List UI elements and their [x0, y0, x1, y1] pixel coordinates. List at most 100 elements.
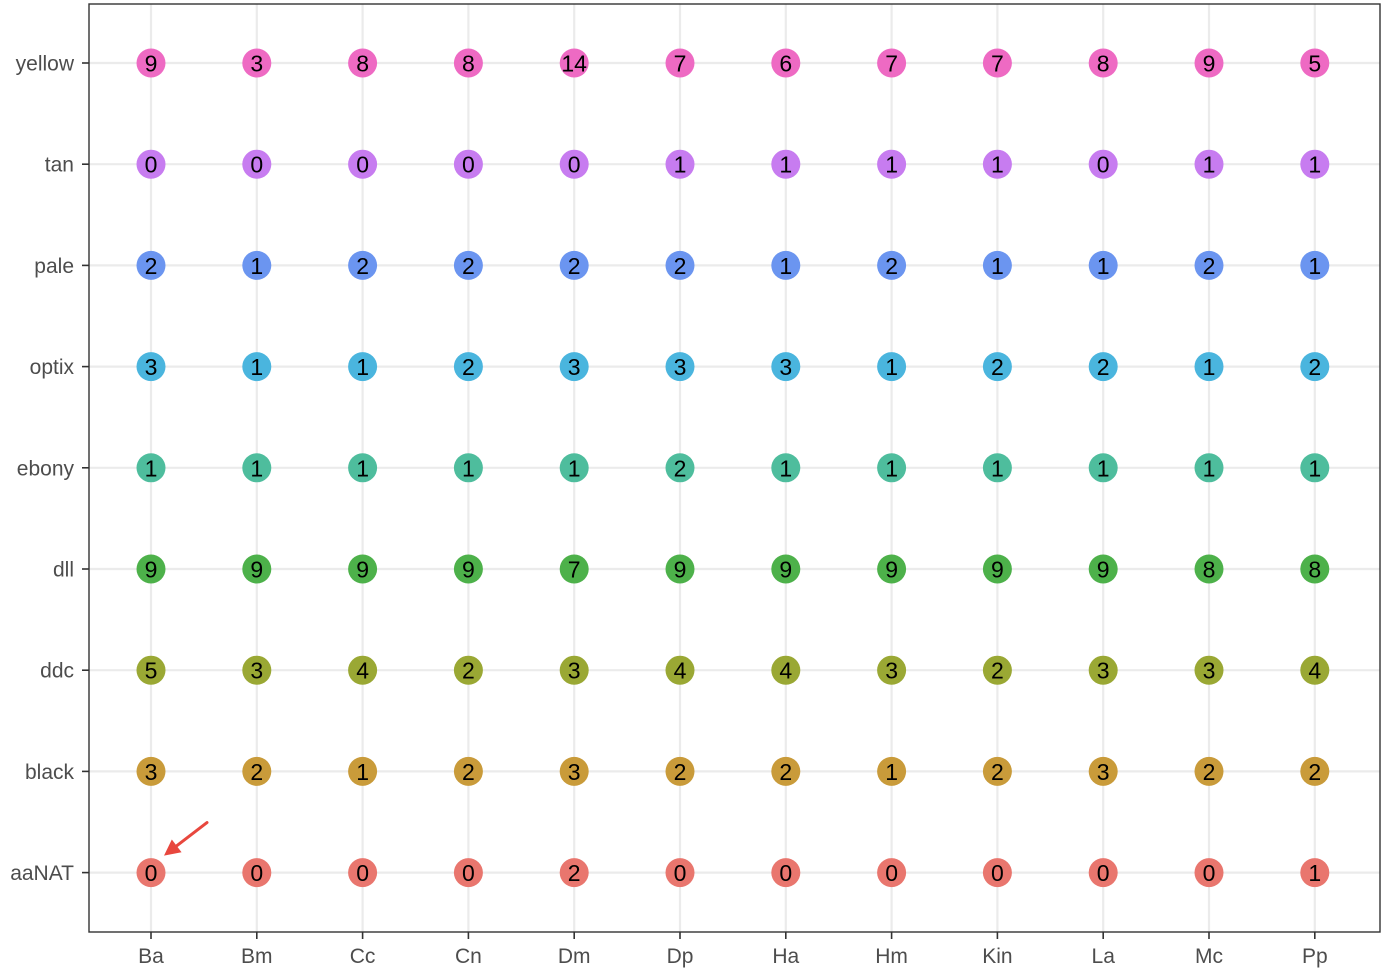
point-ddc-cn	[453, 655, 483, 685]
point-label-dll-bm: 9	[250, 557, 263, 583]
point-tan-ha	[771, 149, 801, 179]
point-black-cn	[453, 756, 483, 786]
x-tick-label-pp: Pp	[1302, 945, 1328, 968]
point-label-yellow-pp: 5	[1308, 51, 1321, 77]
point-ebony-mc	[1194, 453, 1224, 483]
point-label-pale-mc: 2	[1203, 253, 1216, 279]
point-label-ebony-dm: 1	[568, 455, 581, 481]
x-tick-label-cn: Cn	[455, 945, 482, 968]
point-ebony-hm	[877, 453, 907, 483]
point-label-yellow-bm: 3	[250, 51, 263, 77]
point-pale-bm	[242, 250, 272, 280]
point-label-ebony-kin: 1	[991, 455, 1004, 481]
point-ebony-ha	[771, 453, 801, 483]
point-label-aanat-bm: 0	[250, 860, 263, 886]
point-optix-dp	[665, 352, 695, 382]
point-optix-ba	[136, 352, 166, 382]
point-ebony-dm	[559, 453, 589, 483]
point-black-pp	[1300, 756, 1330, 786]
point-label-optix-ha: 3	[779, 354, 792, 380]
point-label-aanat-dm: 2	[568, 860, 581, 886]
point-label-optix-mc: 1	[1203, 354, 1216, 380]
point-label-aanat-ha: 0	[779, 860, 792, 886]
point-optix-hm	[877, 352, 907, 382]
point-label-ebony-la: 1	[1097, 455, 1110, 481]
point-label-pale-ha: 1	[779, 253, 792, 279]
y-tick-label-yellow: yellow	[16, 53, 75, 76]
point-tan-bm	[242, 149, 272, 179]
point-label-tan-mc: 1	[1203, 152, 1216, 178]
point-black-dm	[559, 756, 589, 786]
point-optix-mc	[1194, 352, 1224, 382]
y-tick-label-aanat: aaNAT	[10, 862, 74, 885]
point-yellow-hm	[877, 48, 907, 78]
y-tick-label-pale: pale	[34, 255, 74, 278]
point-label-tan-la: 0	[1097, 152, 1110, 178]
point-label-ddc-dm: 3	[568, 658, 581, 684]
axes: Ba Bm Cc Cn Dm Dp Ha Hm Kin La Mc Pp aaNAT black ddc dl…	[10, 53, 1327, 969]
point-tan-hm	[877, 149, 907, 179]
point-label-pale-cc: 2	[356, 253, 369, 279]
point-label-tan-kin: 1	[991, 152, 1004, 178]
point-label-dll-mc: 8	[1203, 557, 1216, 583]
point-label-dll-kin: 9	[991, 557, 1004, 583]
x-tick-label-dm: Dm	[558, 945, 591, 968]
point-ebony-cn	[453, 453, 483, 483]
point-label-aanat-hm: 0	[885, 860, 898, 886]
point-label-yellow-cn: 8	[462, 51, 475, 77]
point-label-dll-pp: 8	[1308, 557, 1321, 583]
point-ddc-kin	[982, 655, 1012, 685]
point-tan-la	[1088, 149, 1118, 179]
annotation	[164, 821, 209, 856]
point-label-ddc-dp: 4	[674, 658, 687, 684]
point-label-black-kin: 2	[991, 759, 1004, 785]
point-ebony-dp	[665, 453, 695, 483]
point-label-ebony-pp: 1	[1308, 455, 1321, 481]
point-black-kin	[982, 756, 1012, 786]
point-optix-bm	[242, 352, 272, 382]
point-ddc-pp	[1300, 655, 1330, 685]
point-label-ebony-ha: 1	[779, 455, 792, 481]
point-label-black-dm: 3	[568, 759, 581, 785]
point-aanat-cc	[348, 858, 378, 888]
point-dll-ha	[771, 554, 801, 584]
point-tan-pp	[1300, 149, 1330, 179]
point-optix-dm	[559, 352, 589, 382]
y-tick-label-ebony: ebony	[17, 457, 75, 480]
point-aanat-dp	[665, 858, 695, 888]
point-label-black-mc: 2	[1203, 759, 1216, 785]
x-tick-label-hm: Hm	[875, 945, 908, 968]
point-label-ddc-hm: 3	[885, 658, 898, 684]
point-label-ddc-ba: 5	[145, 658, 158, 684]
point-label-yellow-cc: 8	[356, 51, 369, 77]
point-label-ebony-cc: 1	[356, 455, 369, 481]
point-tan-dp	[665, 149, 695, 179]
point-label-tan-dm: 0	[568, 152, 581, 178]
point-pale-dp	[665, 250, 695, 280]
point-ddc-la	[1088, 655, 1118, 685]
point-yellow-kin	[982, 48, 1012, 78]
point-tan-cn	[453, 149, 483, 179]
point-label-aanat-dp: 0	[674, 860, 687, 886]
x-tick-label-ba: Ba	[138, 945, 164, 968]
point-label-aanat-cc: 0	[356, 860, 369, 886]
point-label-aanat-mc: 0	[1203, 860, 1216, 886]
x-tick-label-la: La	[1092, 945, 1116, 968]
annotation-arrow-shaft	[175, 821, 209, 848]
point-label-ebony-mc: 1	[1203, 455, 1216, 481]
x-tick-label-dp: Dp	[667, 945, 694, 968]
point-label-aanat-pp: 1	[1308, 860, 1321, 886]
point-yellow-cc	[348, 48, 378, 78]
point-label-optix-hm: 1	[885, 354, 898, 380]
point-pale-kin	[982, 250, 1012, 280]
point-yellow-la	[1088, 48, 1118, 78]
point-label-optix-pp: 2	[1308, 354, 1321, 380]
point-label-yellow-kin: 7	[991, 51, 1004, 77]
point-label-dll-ba: 9	[145, 557, 158, 583]
point-label-pale-hm: 2	[885, 253, 898, 279]
point-dll-la	[1088, 554, 1118, 584]
point-label-yellow-la: 8	[1097, 51, 1110, 77]
point-label-ebony-hm: 1	[885, 455, 898, 481]
point-dll-cn	[453, 554, 483, 584]
